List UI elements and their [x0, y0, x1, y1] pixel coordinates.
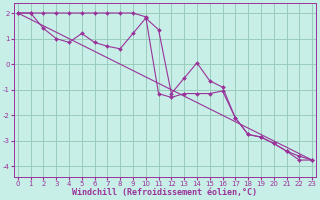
X-axis label: Windchill (Refroidissement éolien,°C): Windchill (Refroidissement éolien,°C) [72, 188, 258, 197]
